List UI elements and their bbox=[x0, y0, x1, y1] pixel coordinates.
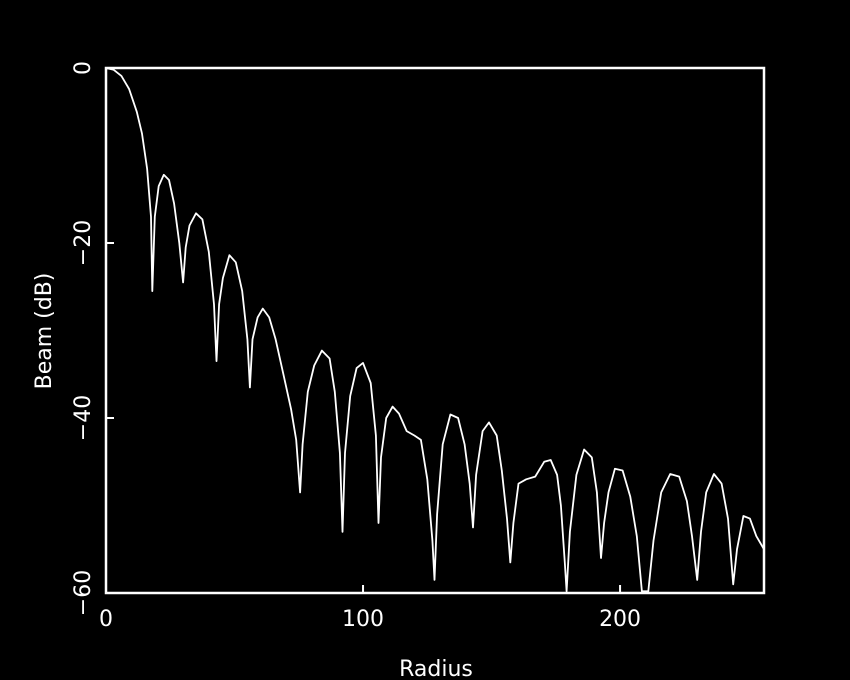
y-tick-label: −60 bbox=[71, 570, 96, 616]
plot-frame bbox=[104, 66, 766, 595]
y-tick-label: −40 bbox=[71, 395, 96, 441]
x-axis-title: Radius bbox=[399, 657, 473, 680]
x-tick-label: 0 bbox=[99, 607, 113, 632]
series-line-0 bbox=[105, 67, 765, 593]
x-tick-label: 100 bbox=[342, 607, 384, 632]
y-axis-title: Beam (dB) bbox=[32, 273, 57, 390]
y-tick-label: 0 bbox=[71, 61, 96, 75]
plot-layer: 0 100 200 0 −20 −40 −60 bbox=[71, 61, 766, 632]
x-tick-label: 200 bbox=[599, 607, 641, 632]
y-tick-label: −20 bbox=[71, 220, 96, 266]
